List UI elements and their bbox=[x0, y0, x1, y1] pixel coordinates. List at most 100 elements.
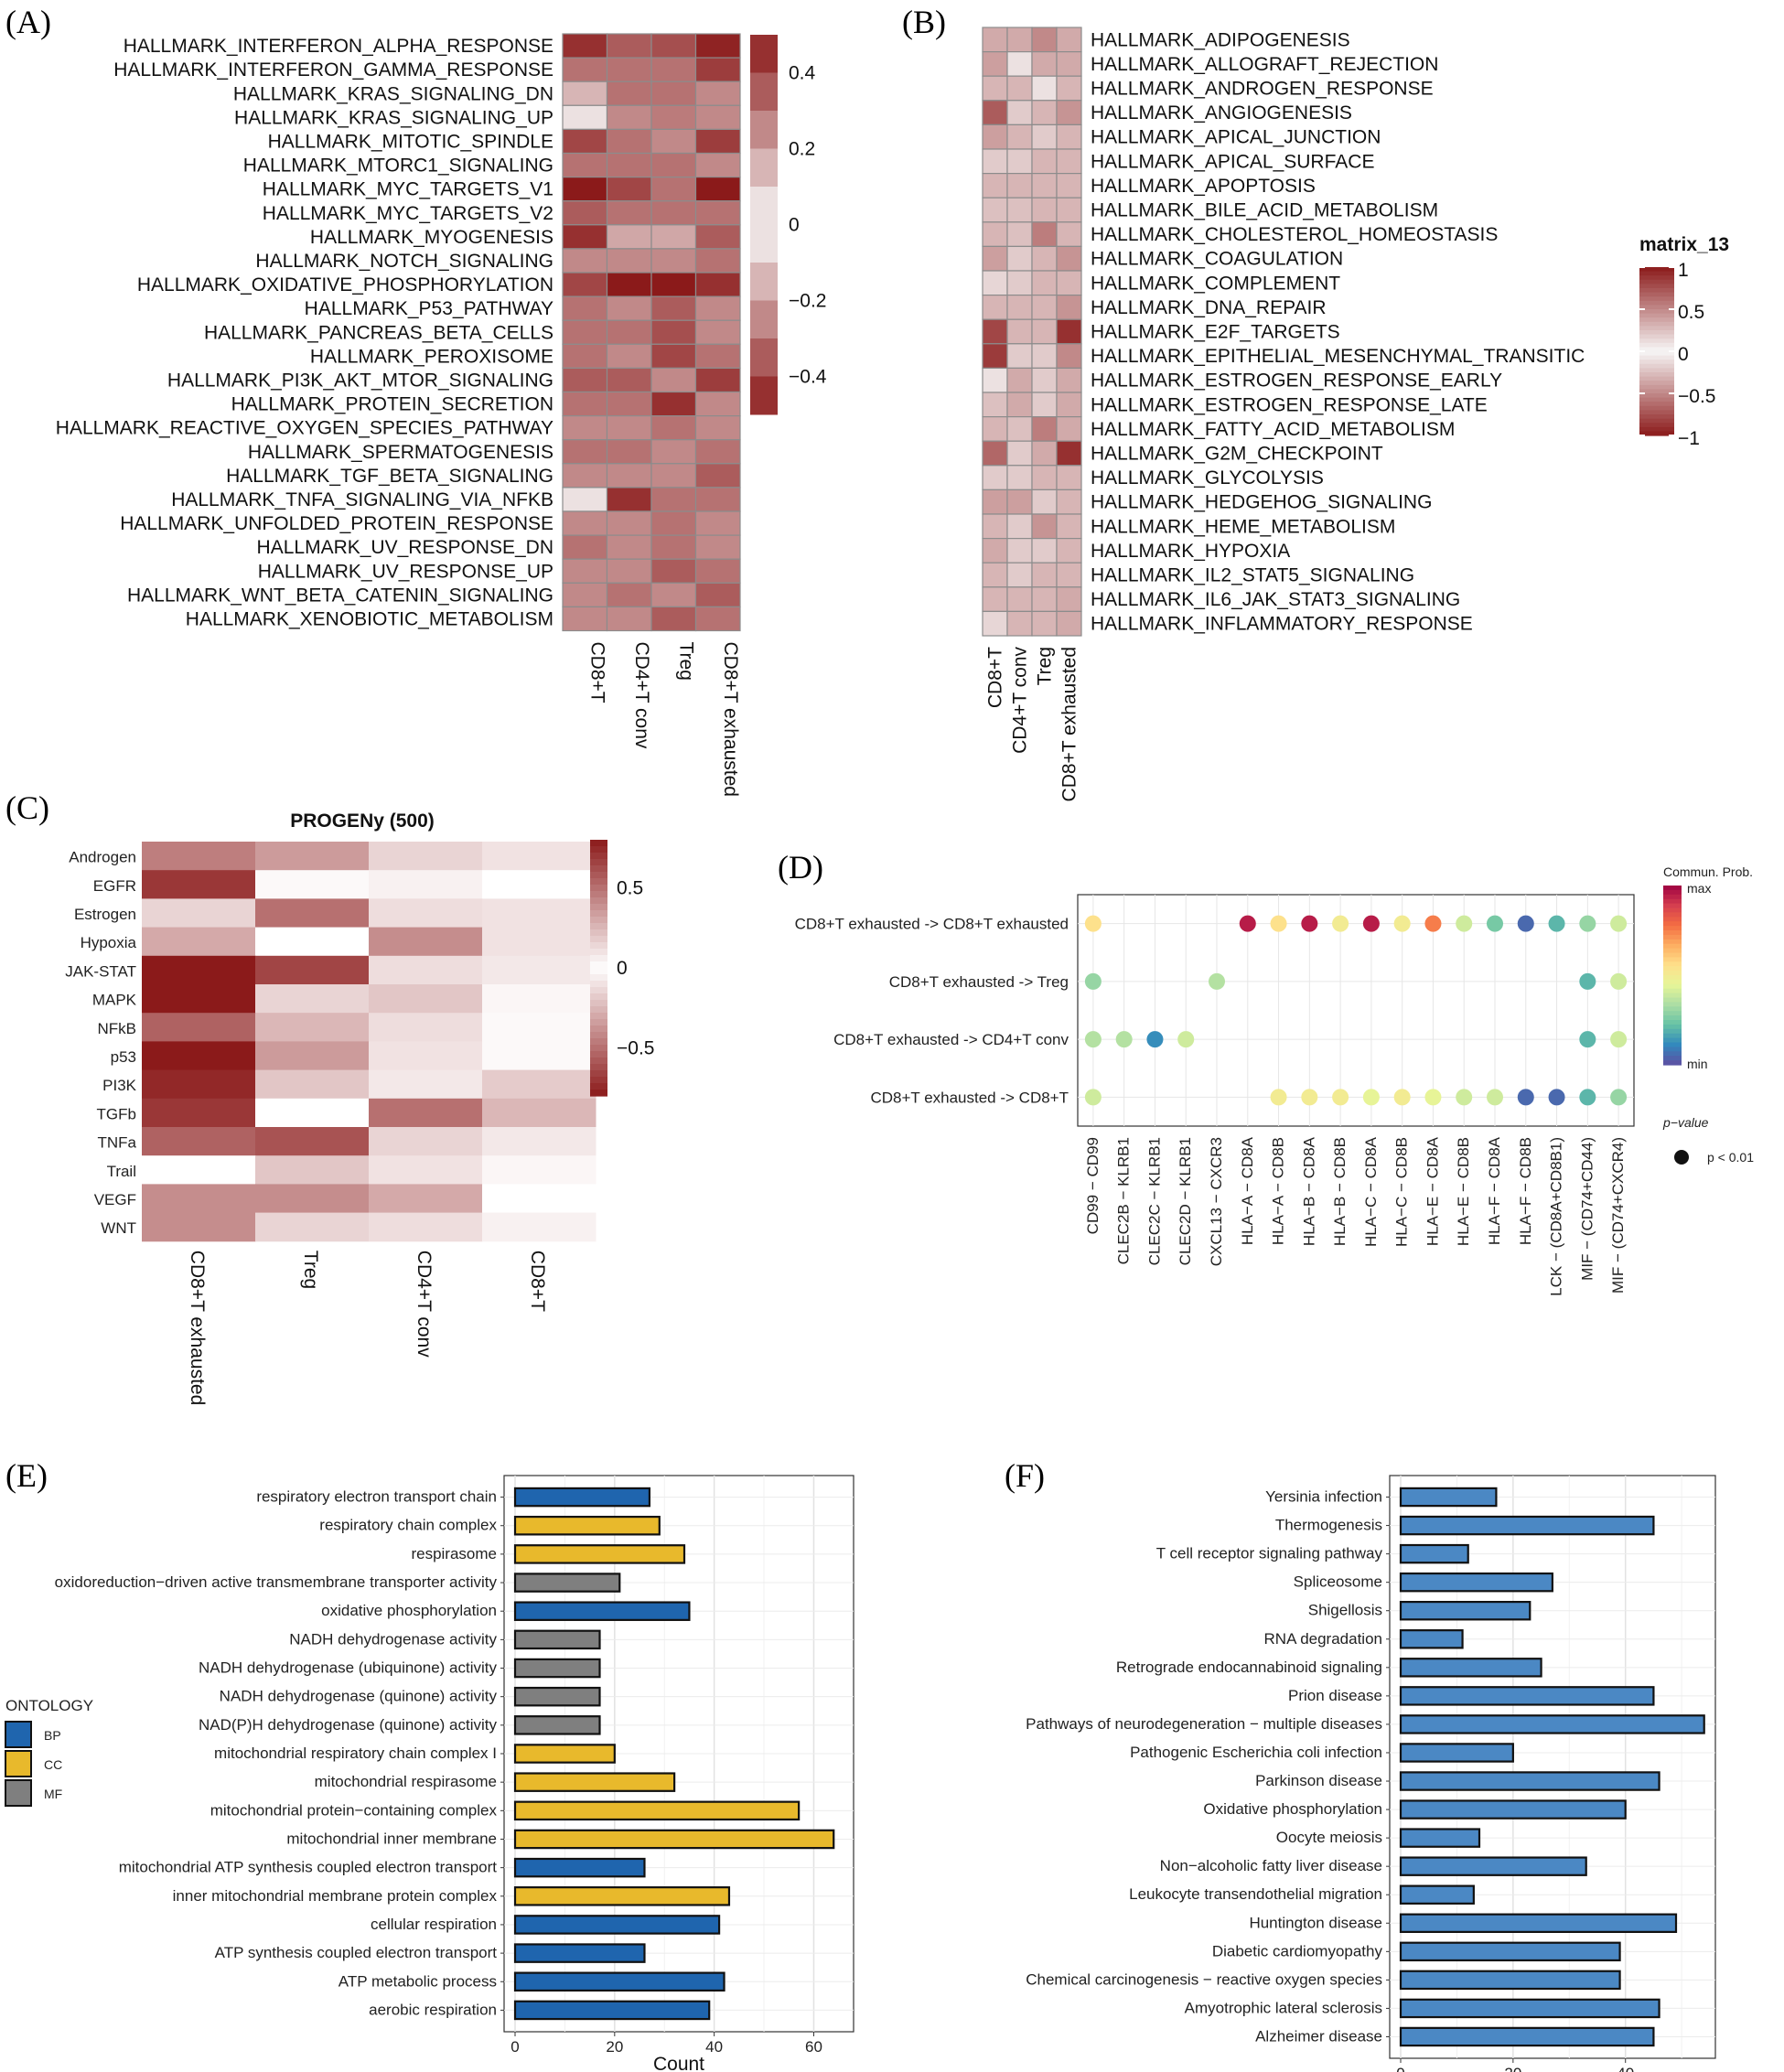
heatmap-cell bbox=[142, 870, 256, 899]
bar bbox=[513, 1857, 646, 1878]
heatmap-cell bbox=[1056, 537, 1082, 564]
row-label: HALLMARK_ANDROGEN_RESPONSE bbox=[1091, 79, 1434, 100]
heatmap-cell bbox=[562, 606, 608, 632]
row-label: HALLMARK_IL6_JAK_STAT3_SIGNALING bbox=[1091, 589, 1460, 610]
legend-gradient-step bbox=[1663, 1056, 1682, 1061]
x-tick-label: 0 bbox=[510, 2038, 519, 2056]
y-tick-label: mitochondrial inner membrane bbox=[286, 1830, 497, 1847]
column-label: CD8+T bbox=[527, 1251, 548, 1312]
row-label: HALLMARK_NOTCH_SIGNALING bbox=[255, 251, 553, 272]
legend-gradient-step bbox=[1639, 393, 1674, 399]
legend-gradient-step bbox=[590, 846, 607, 853]
heatmap-cell bbox=[562, 33, 608, 59]
legend-gradient-step bbox=[1639, 305, 1674, 310]
panel-b-heatmap: HALLMARK_ADIPOGENESIS HALLMARK_ALLOGRAFT_… bbox=[982, 27, 1729, 801]
data-point bbox=[1146, 1031, 1164, 1048]
y-tick-label: Thermogenesis bbox=[1275, 1517, 1382, 1534]
bar bbox=[1399, 1998, 1660, 2019]
legend-gradient-step bbox=[590, 936, 607, 943]
heatmap-cell bbox=[650, 367, 697, 393]
bar bbox=[513, 1943, 646, 1963]
heatmap-cell bbox=[982, 173, 1008, 199]
legend-gradient-step bbox=[1639, 334, 1674, 339]
heatmap-cell bbox=[562, 367, 608, 393]
legend-gradient-step bbox=[1639, 381, 1674, 386]
row-label: HALLMARK_HEDGEHOG_SIGNALING bbox=[1091, 492, 1432, 513]
heatmap-cell bbox=[694, 558, 741, 584]
y-tick-label: Retrograde endocannabinoid signaling bbox=[1116, 1659, 1382, 1676]
heatmap-cell bbox=[1056, 123, 1082, 150]
legend-tick: −0.4 bbox=[789, 367, 827, 388]
legend-gradient-step bbox=[1639, 389, 1674, 394]
x-tick-label: HLA−C − CD8A bbox=[1362, 1136, 1380, 1247]
legend-gradient-step bbox=[590, 885, 607, 892]
heatmap-cell bbox=[982, 50, 1008, 77]
legend-gradient-step bbox=[1663, 907, 1682, 913]
heatmap-cell bbox=[482, 842, 596, 871]
row-label: HALLMARK_GLYCOLYSIS bbox=[1091, 467, 1324, 488]
heatmap-cell bbox=[1006, 173, 1033, 199]
heatmap-cell bbox=[255, 1013, 370, 1042]
heatmap-cell bbox=[1006, 465, 1033, 490]
heatmap-cell bbox=[482, 1069, 596, 1100]
heatmap-cell bbox=[562, 391, 608, 417]
heatmap-cell bbox=[1056, 221, 1082, 248]
x-tick-label: CXCL13 − CXCR3 bbox=[1208, 1137, 1225, 1266]
legend-swatch bbox=[750, 187, 778, 225]
y-tick-label: mitochondrial respiratory chain complex … bbox=[214, 1745, 497, 1762]
row-label: HALLMARK_FATTY_ACID_METABOLISM bbox=[1091, 419, 1455, 440]
row-label: HALLMARK_MTORC1_SIGNALING bbox=[243, 156, 553, 177]
row-label: HALLMARK_P53_PATHWAY bbox=[305, 298, 553, 319]
y-tick-label: Yersinia infection bbox=[1265, 1488, 1382, 1506]
y-tick-label: Amyotrophic lateral sclerosis bbox=[1185, 1999, 1382, 2016]
bar bbox=[513, 1573, 621, 1593]
x-tick-label: MIF − (CD74+CXCR4) bbox=[1609, 1137, 1627, 1294]
data-point bbox=[1209, 972, 1225, 990]
row-label: HALLMARK_MITOTIC_SPINDLE bbox=[268, 131, 553, 152]
row-label: HALLMARK_ESTROGEN_RESPONSE_EARLY bbox=[1091, 370, 1502, 392]
heatmap-cell bbox=[694, 463, 741, 488]
heatmap-cell bbox=[982, 343, 1008, 369]
heatmap-cell bbox=[369, 898, 483, 929]
heatmap-cell bbox=[1031, 367, 1058, 393]
heatmap-cell bbox=[982, 295, 1008, 320]
bar bbox=[513, 1601, 691, 1621]
heatmap-cell bbox=[694, 606, 741, 632]
row-label: Estrogen bbox=[74, 906, 136, 923]
heatmap-cell bbox=[1006, 416, 1033, 442]
legend-label: BP bbox=[44, 1728, 61, 1743]
heatmap-cell bbox=[1031, 27, 1058, 53]
legend-tick: 0 bbox=[789, 215, 800, 236]
x-tick-label: HLA−C − CD8B bbox=[1393, 1137, 1411, 1247]
row-label: HALLMARK_SPERMATOGENESIS bbox=[248, 442, 553, 463]
bar bbox=[1399, 2026, 1655, 2047]
legend-gradient-step bbox=[590, 917, 607, 924]
legend-gradient-step bbox=[590, 859, 607, 866]
legend-gradient-step bbox=[1663, 894, 1682, 900]
heatmap-cell bbox=[1006, 562, 1033, 588]
y-tick-label: Pathways of neurodegeneration − multiple… bbox=[1026, 1715, 1382, 1733]
heatmap-cell bbox=[255, 1184, 370, 1214]
data-point bbox=[1548, 1089, 1565, 1106]
heatmap-cell bbox=[606, 367, 652, 393]
bar bbox=[1399, 1686, 1655, 1706]
heatmap-cell bbox=[694, 367, 741, 393]
heatmap-cell bbox=[1031, 173, 1058, 199]
heatmap-cell bbox=[606, 272, 652, 297]
panel-label-a: (A) bbox=[5, 4, 51, 40]
heatmap-cell bbox=[142, 1098, 256, 1128]
heatmap-cell bbox=[1031, 221, 1058, 248]
y-tick-label: mitochondrial respirasome bbox=[315, 1773, 497, 1790]
heatmap-cell bbox=[1006, 392, 1033, 418]
heatmap-cell bbox=[1031, 197, 1058, 223]
heatmap-cell bbox=[255, 842, 370, 871]
panel-label-c: (C) bbox=[5, 789, 49, 826]
legend-gradient-step bbox=[1639, 279, 1674, 284]
data-point bbox=[1487, 915, 1503, 932]
heatmap-cell bbox=[255, 955, 370, 985]
heatmap-cell bbox=[1006, 318, 1033, 345]
legend-gradient-step bbox=[1639, 300, 1674, 306]
legend-tick: −0.5 bbox=[1678, 386, 1715, 407]
legend-gradient-step bbox=[1663, 912, 1682, 918]
heatmap-cell bbox=[650, 248, 697, 274]
